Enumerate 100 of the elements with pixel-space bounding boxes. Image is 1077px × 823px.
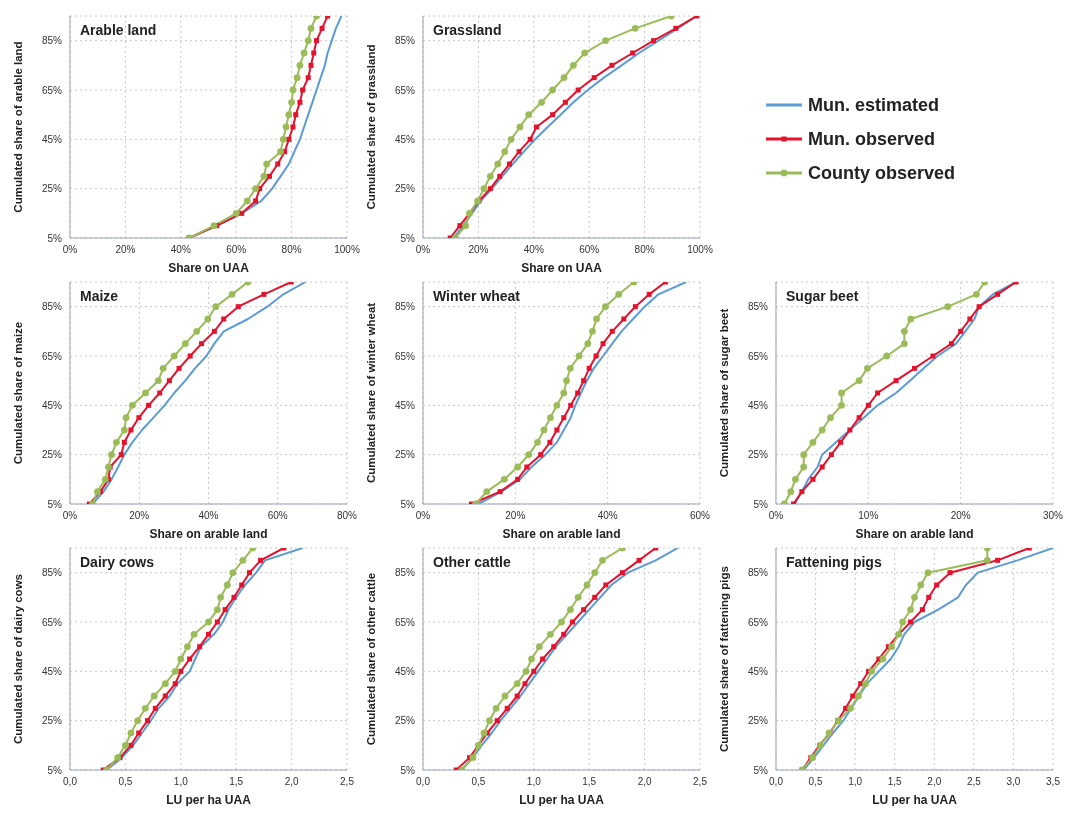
x-axis-title: Share on arable land (149, 527, 268, 541)
x-tick-label: 2,5 (966, 776, 982, 788)
y-tick-label: 85% (41, 301, 63, 313)
x-tick-label: 0,5 (808, 776, 823, 788)
chart-title: Winter wheat (433, 288, 520, 304)
x-tick-label: 60% (267, 510, 288, 522)
y-axis-title: Cumulated share of dairy cows (12, 574, 25, 744)
y-tick-label: 65% (41, 84, 63, 96)
x-axis-title: Share on UAA (168, 261, 250, 275)
chart-title: Maize (80, 288, 119, 304)
y-tick-label: 65% (41, 616, 63, 628)
y-tick-label: 25% (394, 183, 416, 195)
y-tick-label: 45% (41, 133, 63, 145)
y-tick-label: 5% (753, 764, 769, 776)
chart-title: Grassland (433, 22, 502, 38)
y-tick-label: 65% (41, 350, 63, 362)
y-tick-label: 85% (394, 301, 416, 313)
y-tick-label: 5% (400, 232, 416, 244)
y-tick-label: 45% (747, 399, 769, 411)
y-axis-title: Cumulated share of arable land (12, 41, 25, 213)
y-tick-label: 65% (394, 350, 416, 362)
y-tick-label: 5% (47, 232, 63, 244)
x-tick-label: 1,0 (526, 776, 542, 788)
x-tick-label: 0% (62, 510, 78, 522)
y-tick-label: 85% (41, 35, 63, 47)
y-tick-label: 25% (41, 183, 63, 195)
x-axis-title: LU per ha UAA (166, 793, 252, 807)
legend-label: Mun. observed (808, 128, 936, 150)
chart-title: Fattening pigs (786, 554, 882, 570)
x-tick-label: 0,0 (769, 776, 784, 788)
x-tick-label: 40% (170, 244, 191, 256)
y-tick-label: 45% (41, 665, 63, 677)
x-tick-label: 40% (523, 244, 544, 256)
x-tick-label: 100% (687, 244, 713, 256)
y-tick-label: 65% (394, 616, 416, 628)
y-tick-label: 5% (753, 498, 769, 510)
x-tick-label: 40% (597, 510, 618, 522)
x-tick-label: 20% (115, 244, 136, 256)
y-tick-label: 25% (394, 715, 416, 727)
x-tick-label: 2,5 (340, 776, 355, 788)
x-tick-label: 100% (334, 244, 360, 256)
x-tick-label: 20% (505, 510, 526, 522)
y-tick-label: 25% (747, 449, 769, 461)
x-tick-label: 2,5 (693, 776, 708, 788)
y-axis-title: Cumulated share of winter wheat (365, 302, 378, 484)
legend-label: County observed (808, 162, 956, 184)
x-tick-label: 60% (226, 244, 247, 256)
y-tick-label: 45% (747, 665, 769, 677)
y-tick-label: 85% (41, 567, 63, 579)
x-tick-label: 2,0 (927, 776, 942, 788)
y-tick-label: 25% (41, 715, 63, 727)
x-tick-label: 1,0 (848, 776, 863, 788)
x-tick-label: 0,0 (416, 776, 431, 788)
x-tick-label: 20% (129, 510, 150, 522)
x-tick-label: 80% (336, 510, 358, 522)
legend-label: Mun. estimated (808, 94, 940, 116)
x-axis-title: LU per ha UAA (872, 793, 958, 807)
y-tick-label: 85% (394, 567, 416, 579)
x-tick-label: 0% (62, 244, 78, 256)
x-tick-label: 1,5 (582, 776, 597, 788)
x-tick-label: 3,0 (1006, 776, 1021, 788)
y-tick-label: 65% (747, 616, 769, 628)
y-tick-label: 5% (400, 764, 416, 776)
x-tick-label: 30% (1042, 510, 1064, 522)
y-tick-label: 65% (394, 84, 416, 96)
y-tick-label: 85% (747, 567, 769, 579)
x-tick-label: 0,5 (471, 776, 486, 788)
chart-title: Arable land (80, 22, 157, 38)
x-tick-label: 0% (768, 510, 784, 522)
x-tick-label: 40% (198, 510, 219, 522)
y-tick-label: 25% (41, 449, 63, 461)
y-axis-title: Cumulated share of fattening pigs (718, 566, 731, 752)
y-tick-label: 45% (394, 133, 416, 145)
y-axis-title: Cumulated share of sugar beet (718, 308, 731, 478)
y-axis-title: Cumulated share of grassland (365, 44, 378, 210)
y-tick-label: 5% (47, 498, 63, 510)
y-tick-label: 65% (747, 350, 769, 362)
chart-title: Sugar beet (786, 288, 859, 304)
y-tick-label: 85% (394, 35, 416, 47)
x-tick-label: 10% (858, 510, 879, 522)
y-tick-label: 5% (400, 498, 416, 510)
x-tick-label: 0,0 (63, 776, 78, 788)
x-tick-label: 20% (950, 510, 971, 522)
x-tick-label: 60% (579, 244, 600, 256)
chart-title: Other cattle (433, 554, 511, 570)
x-tick-label: 1,5 (229, 776, 244, 788)
x-axis-title: Share on arable land (855, 527, 974, 541)
x-tick-label: 0% (415, 244, 431, 256)
y-axis-title: Cumulated share of maize (12, 321, 25, 465)
x-tick-label: 80% (634, 244, 655, 256)
x-axis-title: Share on arable land (502, 527, 621, 541)
y-tick-label: 45% (394, 665, 416, 677)
x-tick-label: 20% (468, 244, 489, 256)
x-tick-label: 1,5 (887, 776, 903, 788)
x-tick-label: 60% (689, 510, 711, 522)
x-tick-label: 3,5 (1046, 776, 1061, 788)
x-tick-label: 2,0 (637, 776, 652, 788)
y-tick-label: 45% (394, 399, 416, 411)
y-tick-label: 45% (41, 399, 63, 411)
x-axis-title: Share on UAA (521, 261, 603, 275)
